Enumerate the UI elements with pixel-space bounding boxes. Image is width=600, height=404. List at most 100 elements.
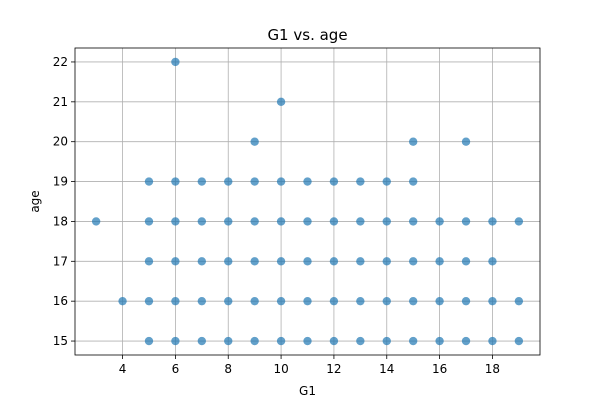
x-tick-label: 14 — [379, 362, 394, 376]
data-point — [356, 296, 365, 306]
data-point — [144, 336, 154, 346]
data-points — [91, 57, 524, 346]
data-point — [408, 336, 418, 346]
data-point — [224, 217, 233, 226]
data-point — [356, 336, 365, 346]
data-point — [382, 177, 391, 186]
data-point — [514, 217, 524, 226]
data-point — [329, 296, 339, 306]
y-axis-label: age — [28, 190, 42, 212]
data-point — [224, 336, 233, 346]
data-point — [461, 217, 471, 226]
y-tick-label: 18 — [53, 214, 68, 228]
y-axis-ticks: 15 16 17 18 19 20 21 22 — [53, 55, 75, 348]
plot-frame — [74, 47, 541, 356]
data-point — [488, 257, 497, 266]
data-point — [276, 257, 286, 266]
data-point — [171, 336, 180, 346]
data-point — [276, 177, 286, 186]
data-point — [118, 296, 127, 306]
data-point — [303, 177, 312, 186]
x-tick-label: 12 — [326, 362, 341, 376]
plot-area — [75, 48, 540, 355]
x-axis-ticks: 4 6 8 10 12 14 16 18 — [119, 355, 500, 376]
data-point — [276, 296, 286, 306]
data-point — [329, 257, 339, 266]
chart-title: G1 vs. age — [267, 26, 347, 44]
data-point — [144, 177, 154, 186]
data-point — [329, 177, 339, 186]
data-point — [408, 177, 418, 186]
y-tick-label: 17 — [53, 254, 68, 268]
data-point — [171, 177, 180, 186]
data-point — [171, 257, 180, 266]
x-tick-label: 6 — [172, 362, 180, 376]
data-point — [171, 217, 180, 226]
data-point — [250, 177, 259, 186]
data-point — [303, 257, 312, 266]
x-tick-label: 16 — [432, 362, 447, 376]
data-point — [224, 257, 233, 266]
data-point — [408, 257, 418, 266]
y-tick-label: 22 — [53, 55, 68, 69]
data-point — [382, 257, 391, 266]
data-point — [329, 336, 339, 346]
data-point — [250, 296, 259, 306]
data-point — [197, 217, 207, 226]
x-tick-label: 8 — [224, 362, 232, 376]
x-axis-label: G1 — [299, 384, 316, 398]
data-point — [514, 336, 524, 346]
data-point — [408, 217, 418, 226]
data-point — [488, 296, 497, 306]
data-point — [144, 296, 154, 306]
data-point — [382, 296, 391, 306]
y-tick-label: 21 — [53, 95, 68, 109]
data-point — [197, 257, 207, 266]
data-point — [144, 217, 154, 226]
data-point — [356, 217, 365, 226]
data-point — [250, 137, 259, 146]
data-point — [224, 177, 233, 186]
data-point — [488, 217, 497, 226]
data-point — [276, 97, 286, 107]
data-point — [197, 177, 207, 186]
x-tick-label: 4 — [119, 362, 127, 376]
data-point — [303, 217, 312, 226]
y-tick-label: 20 — [53, 135, 68, 149]
data-point — [250, 336, 259, 346]
data-point — [250, 217, 259, 226]
data-point — [91, 217, 101, 226]
data-point — [408, 296, 418, 306]
y-tick-label: 19 — [53, 175, 68, 189]
data-point — [461, 257, 471, 266]
data-point — [382, 217, 391, 226]
data-point — [461, 336, 471, 346]
data-point — [329, 217, 339, 226]
y-tick-label: 16 — [53, 294, 68, 308]
data-point — [144, 257, 154, 266]
x-tick-label: 10 — [273, 362, 288, 376]
data-point — [197, 296, 207, 306]
data-point — [488, 336, 497, 346]
data-point — [356, 177, 365, 186]
data-point — [303, 296, 312, 306]
data-point — [356, 257, 365, 266]
data-point — [250, 257, 259, 266]
data-point — [435, 296, 444, 306]
data-point — [276, 336, 286, 346]
data-point — [197, 336, 207, 346]
data-point — [224, 296, 233, 306]
data-point — [461, 296, 471, 306]
data-point — [171, 57, 180, 67]
data-point — [408, 137, 418, 146]
y-tick-label: 15 — [53, 334, 68, 348]
data-point — [461, 137, 471, 146]
data-point — [435, 336, 444, 346]
data-point — [514, 296, 524, 306]
data-point — [171, 296, 180, 306]
data-point — [435, 257, 444, 266]
data-point — [382, 336, 391, 346]
data-point — [303, 336, 312, 346]
